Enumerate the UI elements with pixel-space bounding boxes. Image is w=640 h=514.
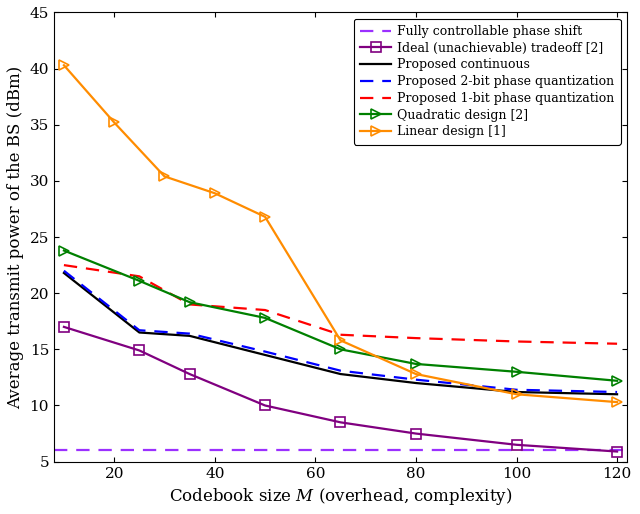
Proposed continuous xyxy=(136,329,143,336)
Proposed 2-bit phase quantization xyxy=(261,348,269,355)
Proposed 2-bit phase quantization xyxy=(337,368,344,374)
Fully controllable phase shift xyxy=(15,447,22,453)
Linear design [1] xyxy=(60,62,68,68)
Proposed 2-bit phase quantization xyxy=(60,268,68,274)
Proposed 1-bit phase quantization xyxy=(261,307,269,313)
Ideal (unachievable) tradeoff [2] xyxy=(412,431,420,437)
Quadratic design [2] xyxy=(513,369,520,375)
Proposed 2-bit phase quantization xyxy=(513,387,520,393)
Quadratic design [2] xyxy=(136,278,143,284)
Line: Ideal (unachievable) tradeoff [2]: Ideal (unachievable) tradeoff [2] xyxy=(60,322,621,456)
Linear design [1] xyxy=(513,391,520,397)
Linear design [1] xyxy=(613,399,621,405)
Proposed continuous xyxy=(513,389,520,395)
Proposed 2-bit phase quantization xyxy=(136,327,143,334)
Ideal (unachievable) tradeoff [2] xyxy=(186,371,193,377)
Proposed 1-bit phase quantization xyxy=(60,262,68,268)
Proposed 2-bit phase quantization xyxy=(613,389,621,395)
Proposed 1-bit phase quantization xyxy=(613,341,621,347)
Proposed continuous xyxy=(186,333,193,339)
Proposed 1-bit phase quantization xyxy=(513,338,520,344)
Proposed continuous xyxy=(337,371,344,377)
Legend: Fully controllable phase shift, Ideal (unachievable) tradeoff [2], Proposed cont: Fully controllable phase shift, Ideal (u… xyxy=(354,19,621,145)
Y-axis label: Average transmit power of the BS (dBm): Average transmit power of the BS (dBm) xyxy=(7,65,24,409)
Ideal (unachievable) tradeoff [2] xyxy=(337,419,344,426)
Line: Linear design [1]: Linear design [1] xyxy=(59,60,622,407)
Ideal (unachievable) tradeoff [2] xyxy=(136,347,143,354)
Line: Proposed 2-bit phase quantization: Proposed 2-bit phase quantization xyxy=(64,271,617,392)
Proposed 2-bit phase quantization xyxy=(186,331,193,337)
Ideal (unachievable) tradeoff [2] xyxy=(513,442,520,448)
Quadratic design [2] xyxy=(337,346,344,353)
Proposed 1-bit phase quantization xyxy=(136,273,143,280)
Line: Proposed continuous: Proposed continuous xyxy=(64,273,617,394)
X-axis label: Codebook size $M$ (overhead, complexity): Codebook size $M$ (overhead, complexity) xyxy=(169,486,512,507)
Proposed 1-bit phase quantization xyxy=(186,301,193,307)
Quadratic design [2] xyxy=(613,378,621,384)
Linear design [1] xyxy=(412,371,420,377)
Proposed 1-bit phase quantization xyxy=(337,332,344,338)
Ideal (unachievable) tradeoff [2] xyxy=(261,402,269,409)
Proposed continuous xyxy=(613,391,621,397)
Linear design [1] xyxy=(161,173,168,179)
Quadratic design [2] xyxy=(60,247,68,253)
Linear design [1] xyxy=(110,119,118,125)
Linear design [1] xyxy=(261,214,269,220)
Linear design [1] xyxy=(211,190,219,196)
Quadratic design [2] xyxy=(261,315,269,321)
Proposed continuous xyxy=(412,380,420,386)
Quadratic design [2] xyxy=(186,299,193,305)
Proposed 1-bit phase quantization xyxy=(412,335,420,341)
Line: Quadratic design [2]: Quadratic design [2] xyxy=(59,246,622,386)
Proposed 2-bit phase quantization xyxy=(412,377,420,383)
Ideal (unachievable) tradeoff [2] xyxy=(60,324,68,330)
Ideal (unachievable) tradeoff [2] xyxy=(613,448,621,454)
Line: Proposed 1-bit phase quantization: Proposed 1-bit phase quantization xyxy=(64,265,617,344)
Fully controllable phase shift xyxy=(10,447,17,453)
Proposed continuous xyxy=(261,352,269,358)
Linear design [1] xyxy=(337,337,344,343)
Quadratic design [2] xyxy=(412,361,420,367)
Proposed continuous xyxy=(60,270,68,276)
